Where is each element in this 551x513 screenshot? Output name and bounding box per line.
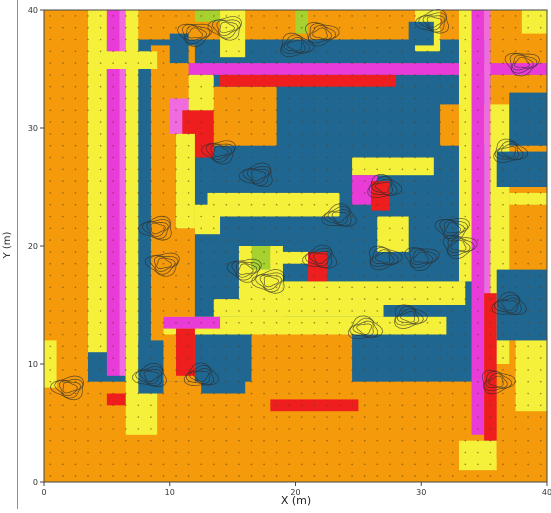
axes: 0 10 20 30 40 0 10 20 30 40 — [28, 6, 551, 497]
cell-magenta — [188, 63, 548, 75]
cell-yellow — [88, 10, 107, 353]
cell-building — [169, 33, 189, 64]
x-tick-label: 0 — [41, 488, 46, 497]
cell-red — [106, 393, 139, 406]
cell-yellow — [270, 251, 309, 264]
y-tick-label: 0 — [33, 478, 38, 487]
cell-pink — [119, 10, 126, 376]
cell-yellow — [352, 157, 434, 176]
cell-yellow — [163, 316, 447, 335]
y-axis-label: Y (m) — [2, 231, 13, 259]
x-tick-label: 30 — [416, 488, 426, 497]
cell-ground — [207, 86, 277, 146]
cell-yellow — [44, 340, 57, 388]
y-tick-label: 20 — [28, 242, 38, 251]
cell-magenta — [471, 10, 485, 435]
cell-yellow — [176, 133, 195, 229]
cell-yellow — [509, 192, 547, 205]
cell-yellow — [282, 281, 466, 305]
x-tick-label: 10 — [165, 488, 175, 497]
cell-magenta — [163, 316, 221, 329]
contour-lines — [50, 9, 541, 401]
cell-building — [201, 334, 246, 394]
y-tick-label: 10 — [28, 360, 38, 369]
page-edge-line — [17, 0, 18, 509]
cell-yellow — [220, 10, 246, 58]
cell-lime — [194, 10, 221, 22]
cell-red — [176, 328, 195, 376]
cell-lime — [295, 10, 309, 34]
cell-building — [408, 21, 434, 46]
x-tick-label: 20 — [290, 488, 300, 497]
cell-yellow — [377, 216, 409, 252]
cell-yellow — [515, 340, 547, 412]
x-tick-label: 40 — [542, 488, 551, 497]
y-tick-label: 30 — [28, 124, 38, 133]
cell-yellow — [94, 51, 158, 69]
cell-building — [496, 151, 547, 187]
cell-yellow — [125, 10, 139, 382]
cell-yellow — [458, 440, 497, 471]
y-tick-label: 40 — [28, 6, 38, 15]
cell-yellow — [207, 192, 340, 217]
sample-point-grid — [49, 15, 542, 477]
cell-building — [509, 92, 547, 146]
cell-red — [484, 293, 497, 459]
cell-pink — [484, 10, 491, 435]
cell-red — [220, 74, 397, 87]
plot-area — [44, 9, 548, 482]
cell-building — [496, 269, 547, 341]
x-axis-label: X (m) — [281, 494, 311, 507]
cell-ground — [251, 334, 353, 412]
cell-red — [370, 181, 390, 211]
cell-yellow — [521, 10, 547, 34]
